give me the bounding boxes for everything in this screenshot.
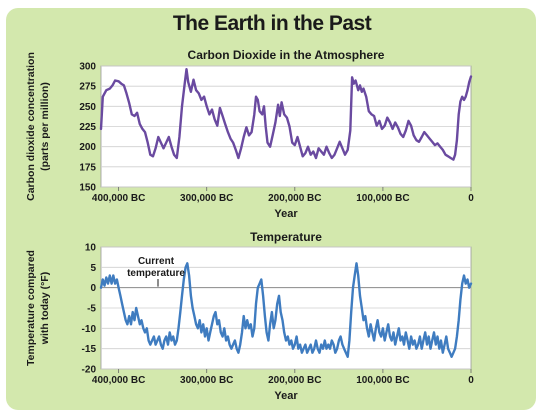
co2-y-tick-label: 300 [79, 62, 96, 73]
temperature-y-tick-label: -15 [82, 344, 97, 355]
temperature-chart-title: Temperature [250, 230, 322, 244]
current-temperature-annotation-line2: temperature [127, 268, 185, 279]
temperature-x-tick-label: 200,000 BC [268, 375, 321, 386]
temperature-y-tick-label: 5 [90, 263, 96, 274]
co2-y-tick-label: 250 [79, 102, 96, 113]
co2-y-tick-label: 225 [79, 122, 96, 133]
temperature-y-axis-label-units: with today (°F) [39, 272, 51, 345]
co2-chart-title: Carbon Dioxide in the Atmosphere [188, 48, 385, 62]
temperature-y-tick-label: 0 [90, 283, 96, 294]
co2-y-tick-label: 275 [79, 82, 96, 93]
temperature-x-axis-label: Year [274, 390, 298, 402]
temperature-y-tick-label: -10 [82, 324, 97, 335]
temperature-x-tick-label: 0 [468, 375, 474, 386]
co2-y-tick-label: 150 [79, 183, 96, 194]
co2-x-tick-label: 300,000 BC [180, 193, 233, 204]
temperature-y-tick-label: -5 [87, 304, 96, 315]
co2-y-axis-label-units: (parts per million) [39, 82, 51, 171]
temperature-y-axis-label: Temperature compared [25, 250, 37, 366]
temperature-x-tick-label: 300,000 BC [180, 375, 233, 386]
temperature-series-line [99, 262, 473, 358]
co2-x-tick-label: 400,000 BC [92, 193, 145, 204]
current-temperature-annotation: Current [138, 256, 175, 267]
co2-y-tick-label: 175 [79, 162, 96, 173]
temperature-y-tick-label: 10 [85, 243, 97, 254]
co2-x-tick-label: 0 [468, 193, 474, 204]
co2-y-tick-label: 200 [79, 142, 96, 153]
co2-series-line [99, 67, 473, 161]
temperature-x-tick-label: 400,000 BC [92, 375, 145, 386]
page-title: The Earth in the Past [172, 12, 372, 35]
co2-x-axis-label: Year [274, 208, 298, 220]
co2-x-tick-label: 100,000 BC [356, 193, 409, 204]
co2-x-tick-label: 200,000 BC [268, 193, 321, 204]
temperature-y-tick-label: -20 [82, 365, 97, 376]
co2-y-axis-label: Carbon dioxide concentration [25, 52, 37, 201]
temperature-x-tick-label: 100,000 BC [356, 375, 409, 386]
